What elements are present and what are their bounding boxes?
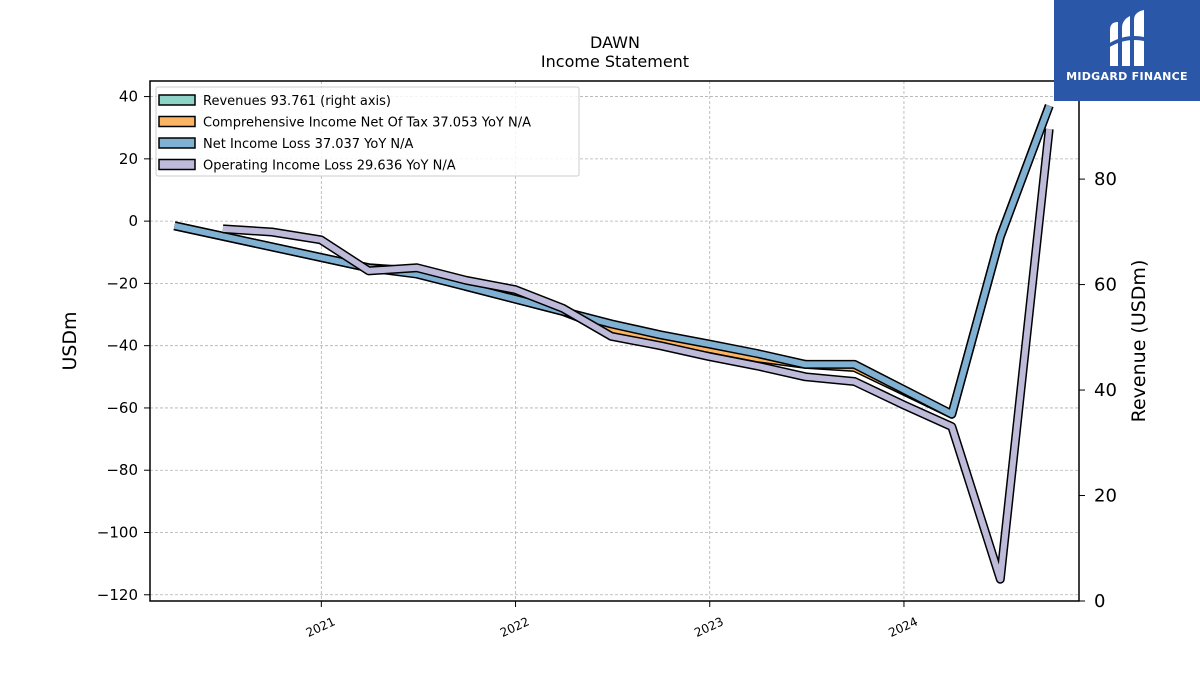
y-axis-label-left: USDm [59, 311, 81, 370]
y-tick-label-left: −100 [97, 523, 138, 541]
y-tick-label-left: −120 [97, 586, 138, 604]
y-tick-label-right: 40 [1094, 380, 1117, 401]
chart-subtitle: Income Statement [541, 52, 689, 71]
y-tick-label-left: −80 [106, 461, 138, 479]
legend-entry-label: Revenues 93.761 (right axis) [203, 94, 391, 109]
x-tick-label: 2023 [692, 614, 726, 640]
series-line [173, 104, 1053, 418]
y-tick-label-right: 0 [1094, 591, 1105, 612]
legend-swatch [158, 137, 196, 149]
y-tick-label-left: 20 [119, 150, 138, 168]
brand-name: MIDGARD FINANCE [1066, 70, 1188, 83]
y-tick-label-right: 80 [1094, 169, 1117, 190]
legend-entry-label: Operating Income Loss 29.636 YoY N/A [203, 159, 456, 174]
legend-frame [155, 86, 580, 177]
chart-legend: Revenues 93.761 (right axis) Comprehensiv… [155, 86, 580, 177]
y-tick-label-right: 60 [1094, 275, 1117, 296]
y-axis-left: 40 20 0 −20 −40 −60 −80 −100 −120 [97, 88, 150, 604]
y-tick-label-right: 20 [1094, 486, 1117, 507]
x-tick-label: 2022 [498, 614, 532, 640]
x-tick-label: 2024 [886, 614, 920, 640]
brand-logo: MIDGARD FINANCE [1054, 0, 1200, 101]
series-line [222, 128, 1053, 583]
y-axis-label-right: Revenue (USDm) [1128, 260, 1150, 423]
plot-area-frame [149, 80, 1080, 602]
y-tick-label-left: −40 [106, 337, 138, 355]
legend-entry-label: Comprehensive Income Net Of Tax 37.053 Y… [203, 116, 531, 131]
y-tick-label-left: −20 [106, 274, 138, 292]
x-axis: 2021 2022 2023 2024 [304, 601, 920, 640]
series-lines [173, 104, 1054, 584]
y-tick-label-left: 40 [119, 88, 138, 106]
y-tick-label-left: −60 [106, 399, 138, 417]
y-tick-label-left: 0 [128, 212, 138, 230]
chart-title: DAWN [590, 33, 640, 52]
y-axis-right: 0 20 40 60 80 [1079, 169, 1117, 612]
legend-swatch [158, 115, 196, 128]
legend-swatch [158, 158, 196, 171]
x-tick-label: 2021 [304, 614, 338, 640]
series-outline [222, 128, 1054, 584]
legend-entry-label: Net Income Loss 37.037 YoY N/A [203, 137, 414, 152]
midgard-logo-icon [1108, 10, 1148, 66]
legend-swatch [158, 94, 196, 106]
